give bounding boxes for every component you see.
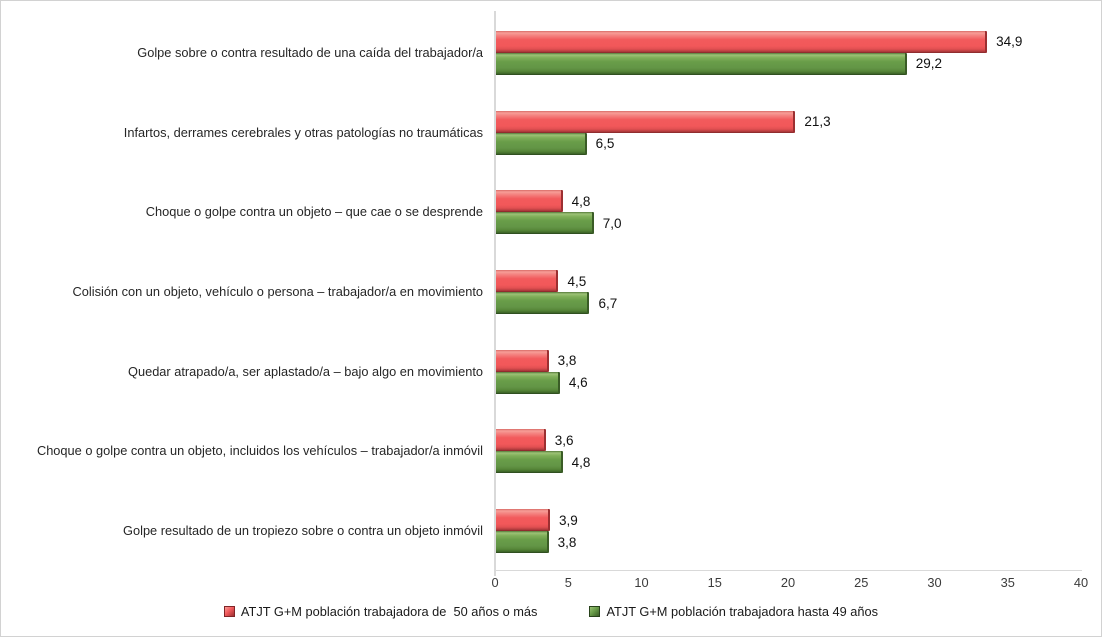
category-label: Choque o golpe contra un objeto, incluid… xyxy=(36,443,483,459)
value-label: 34,9 xyxy=(996,34,1023,50)
bar-line: 7,0 xyxy=(495,212,1059,235)
value-label: 4,8 xyxy=(571,454,591,470)
value-label: 4,6 xyxy=(568,375,588,391)
bar-group: 21,3 6,5 xyxy=(495,110,1059,155)
x-axis-tick-label: 30 xyxy=(927,575,942,590)
bar-group: 4,5 6,7 xyxy=(495,270,1059,315)
bar-group: 3,9 3,8 xyxy=(495,509,1059,554)
bar-hasta-49-anos xyxy=(495,451,563,474)
bar-line: 3,9 xyxy=(495,509,1059,532)
category-row: Choque o golpe contra un objeto, incluid… xyxy=(1,412,1081,492)
legend-item-hasta-49-anos: ATJT G+M población trabajadora hasta 49 … xyxy=(589,604,878,619)
bar-line: 6,7 xyxy=(495,292,1059,315)
bar-line: 3,8 xyxy=(495,531,1059,554)
bar-50-anos-o-mas xyxy=(495,349,549,372)
legend-label: ATJT G+M población trabajadora hasta 49 … xyxy=(606,604,879,619)
value-label: 6,7 xyxy=(598,295,618,311)
x-axis-tick-label: 0 xyxy=(491,575,499,590)
chart-legend: ATJT G+M población trabajadora de 50 año… xyxy=(1,604,1101,619)
legend-item-50-anos-o-mas: ATJT G+M población trabajadora de 50 año… xyxy=(223,604,538,619)
value-label: 4,8 xyxy=(571,193,591,209)
x-axis-tick-label: 40 xyxy=(1073,575,1089,590)
value-label: 29,2 xyxy=(915,56,942,72)
value-label: 21,3 xyxy=(804,114,831,130)
x-axis-tick-label: 5 xyxy=(564,575,572,590)
category-row: Infartos, derrames cerebrales y otras pa… xyxy=(1,93,1081,173)
category-row: Golpe sobre o contra resultado de una ca… xyxy=(1,13,1081,93)
value-label: 3,8 xyxy=(557,534,577,550)
bar-50-anos-o-mas xyxy=(495,270,559,293)
x-axis-line xyxy=(494,570,1082,571)
category-row: Choque o golpe contra un objeto – que ca… xyxy=(1,172,1081,252)
value-label: 3,8 xyxy=(557,353,577,369)
x-axis-tick-label: 15 xyxy=(707,575,722,590)
bar-50-anos-o-mas xyxy=(495,110,796,133)
bar-50-anos-o-mas xyxy=(495,190,563,213)
bar-hasta-49-anos xyxy=(495,212,594,235)
x-axis-tick-label: 20 xyxy=(780,575,796,590)
value-label: 4,5 xyxy=(567,273,587,289)
legend-swatch-green-icon xyxy=(589,606,601,617)
bar-hasta-49-anos xyxy=(495,371,560,394)
bar-50-anos-o-mas xyxy=(495,509,550,532)
category-row: Colisión con un objeto, vehículo o perso… xyxy=(1,252,1081,332)
category-label: Infartos, derrames cerebrales y otras pa… xyxy=(123,124,483,140)
bar-line: 29,2 xyxy=(495,52,1059,75)
y-axis-line xyxy=(494,11,496,576)
x-axis-tick-labels: 0 5 10 15 20 25 30 35 40 xyxy=(491,575,1088,595)
value-label: 3,6 xyxy=(554,432,574,448)
category-label: Quedar atrapado/a, ser aplastado/a – baj… xyxy=(128,363,483,379)
legend-label: ATJT G+M población trabajadora de 50 año… xyxy=(240,604,538,619)
category-label: Golpe resultado de un tropiezo sobre o c… xyxy=(123,523,483,539)
bar-line: 4,8 xyxy=(495,451,1059,474)
bar-group: 3,6 4,8 xyxy=(495,429,1059,474)
bar-line: 3,6 xyxy=(495,429,1059,452)
x-axis-tick-label: 10 xyxy=(634,575,649,590)
value-label: 3,9 xyxy=(558,512,578,528)
bar-group: 4,8 7,0 xyxy=(495,190,1059,235)
bar-50-anos-o-mas xyxy=(495,429,546,452)
category-row: Golpe resultado de un tropiezo sobre o c… xyxy=(1,491,1081,571)
bar-hasta-49-anos xyxy=(495,52,907,75)
bar-hasta-49-anos xyxy=(495,132,587,155)
category-row: Quedar atrapado/a, ser aplastado/a – baj… xyxy=(1,332,1081,412)
bar-line: 34,9 xyxy=(495,30,1059,53)
category-label: Golpe sobre o contra resultado de una ca… xyxy=(137,44,483,60)
x-axis-tick-label: 35 xyxy=(1000,575,1015,590)
bar-chart-plot-area: Golpe sobre o contra resultado de una ca… xyxy=(1,13,1081,571)
bar-line: 6,5 xyxy=(495,132,1059,155)
bar-line: 21,3 xyxy=(495,110,1059,133)
bar-group: 34,9 29,2 xyxy=(495,30,1059,75)
legend-swatch-red-icon xyxy=(223,606,235,617)
bar-50-anos-o-mas xyxy=(495,30,988,53)
bar-line: 3,8 xyxy=(495,349,1059,372)
bar-group: 3,8 4,6 xyxy=(495,349,1059,394)
bar-hasta-49-anos xyxy=(495,292,590,315)
bar-hasta-49-anos xyxy=(495,531,549,554)
x-axis-tick-label: 25 xyxy=(854,575,869,590)
value-label: 6,5 xyxy=(595,136,615,152)
bar-line: 4,8 xyxy=(495,190,1059,213)
bar-line: 4,5 xyxy=(495,270,1059,293)
category-label: Choque o golpe contra un objeto – que ca… xyxy=(145,204,483,220)
bar-line: 4,6 xyxy=(495,371,1059,394)
category-label: Colisión con un objeto, vehículo o perso… xyxy=(72,284,483,300)
value-label: 7,0 xyxy=(602,215,622,231)
